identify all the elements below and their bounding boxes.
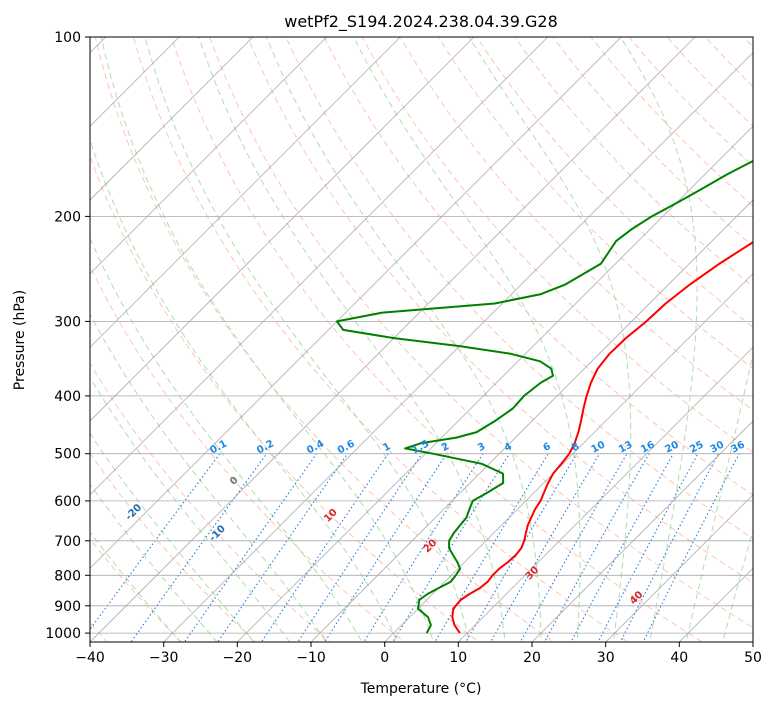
y-tick-label: 100 [54,30,81,46]
moist-adiabat-line [620,37,698,642]
dry-adiabats [90,37,753,642]
x-tick-label: −20 [223,650,253,666]
y-tick-label: 800 [54,568,81,584]
dewpoint-profile-line [335,159,753,634]
x-tick-label: −30 [149,650,179,666]
dry-adiabat-line [132,37,629,642]
dry-adiabat-line [90,452,257,642]
moist-adiabat-line [722,528,753,642]
x-axis: −40 −30 −20 −10 0 10 20 30 40 50 [75,642,762,666]
mixing-ratio-label: 6 [541,441,552,454]
x-tick-label: 50 [744,650,762,666]
isotherm-line [90,37,475,422]
dry-adiabat-line [94,37,555,642]
mixing-ratio-label: 1 [381,441,392,454]
y-tick-label: 500 [54,447,81,463]
mixing-ratio-label: 4 [503,441,514,454]
y-tick-label: 200 [54,209,81,225]
dry-adiabat-line [323,37,753,496]
mixing-ratio-label: 8 [570,441,581,454]
moist-adiabat-line [353,37,581,642]
isobar-grid [90,37,753,634]
moist-adiabat-line [100,37,435,642]
x-tick-label: −10 [296,650,326,666]
x-tick-label: 0 [380,650,389,666]
dry-adiabat-line [285,37,753,540]
y-axis-label: Pressure (hPa) [12,290,28,390]
x-axis-label: Temperature (°C) [360,681,482,697]
y-tick-label: 300 [54,314,81,330]
isotherm-line [90,37,327,275]
mixing-ratio-label: 2 [440,441,451,454]
dry-adiabat-line [247,37,753,584]
y-tick-label: 900 [54,599,81,615]
dry-adiabat-line [90,538,183,642]
moist-adiabat-line [468,37,632,642]
x-tick-label: 40 [670,650,688,666]
dry-adiabat-line [90,362,331,642]
dry-adiabat-line [170,37,704,642]
moist-adiabat-line [266,37,542,642]
x-tick-label: −40 [75,650,105,666]
chart-title: wetPf2_S194.2024.238.04.39.G28 [284,12,558,32]
x-tick-label: 30 [597,650,615,666]
y-tick-label: 1000 [45,626,81,642]
plot-frame [89,36,754,643]
isotherm-line [90,37,254,201]
y-tick-label: 600 [54,494,81,510]
isotherm-line [90,37,548,496]
moist-adiabat-line [90,312,327,642]
sounding-profiles [335,159,753,634]
isotherm-line [90,37,401,348]
moist-adiabat-line [144,37,470,642]
dry-adiabat-line [90,154,480,642]
x-tick-label: 10 [449,650,467,666]
temperature-profile-line [451,240,753,634]
dry-adiabat-line [514,37,753,288]
dry-adiabat-line [90,265,406,642]
dry-adiabat-line [209,37,753,629]
mixing-ratio-label: 3 [476,441,487,454]
dry-adiabat-line [361,37,753,453]
plot-area: 0.10.20.40.611.52346810131620253036-100-… [90,37,753,642]
y-tick-label: 700 [54,534,81,550]
x-tick-label: 20 [523,650,541,666]
y-tick-label: 400 [54,389,81,405]
y-axis: 1000 900 800 700 600 500 400 300 200 100 [45,30,90,642]
